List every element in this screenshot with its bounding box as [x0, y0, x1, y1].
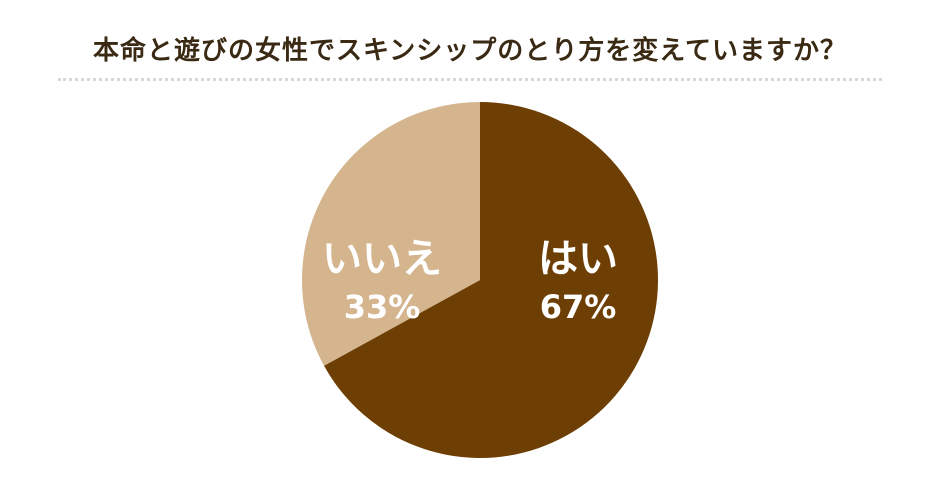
pie-slices [302, 102, 659, 458]
chart-title: 本命と遊びの女性でスキンシップのとり方を変えていますか？ [93, 36, 847, 66]
slice-label-1: はい [538, 236, 618, 282]
slice-value-1: 67% [540, 288, 617, 326]
pie-slice-1 [324, 102, 659, 458]
pie-labels: はい 67% いいえ 33% [322, 236, 618, 326]
pie-slice-2 [302, 102, 480, 366]
slice-label-2: いいえ [322, 236, 442, 282]
title-divider [58, 78, 882, 81]
slice-value-2: 33% [344, 288, 421, 326]
